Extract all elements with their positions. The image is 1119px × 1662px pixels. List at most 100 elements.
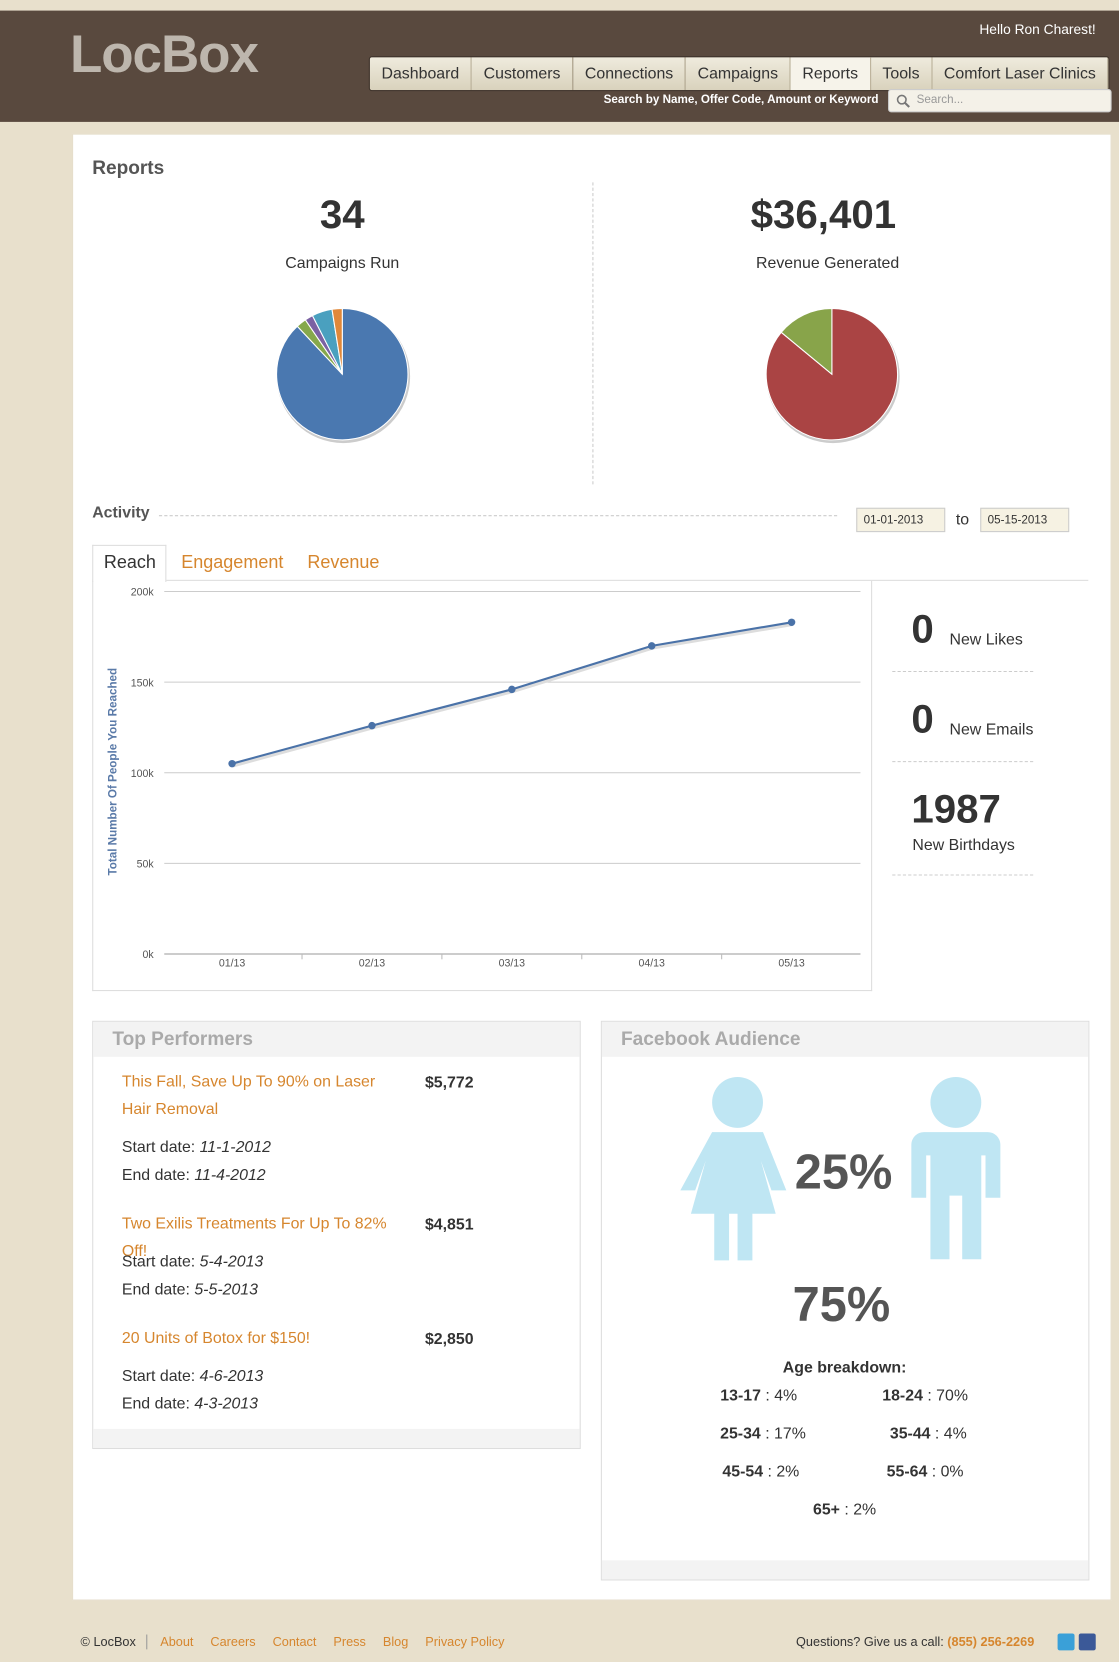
tab-active-bg — [92, 544, 167, 582]
performer-name[interactable]: 20 Units of Botox for $150! — [121, 1329, 311, 1348]
age-item: 18-24 : 70% — [882, 1386, 968, 1404]
footer: © LocBox About Careers Contact Press Blog Priv… — [80, 1634, 513, 1650]
search-icon — [896, 94, 910, 108]
performer-amount: $4,851 — [424, 1215, 474, 1234]
nav-tab[interactable]: Connections — [573, 57, 686, 91]
revenue-label: Revenue Generated — [756, 254, 900, 273]
footer-link[interactable]: Press — [333, 1634, 366, 1650]
stat-label: New Emails — [949, 720, 1034, 739]
start-label: Start date: — [121, 1367, 196, 1386]
age-range: 45-54 — [722, 1462, 764, 1481]
nav: Dashboard Customers Connections Campaigns Re… — [368, 56, 1110, 92]
footer-link[interactable]: Blog — [382, 1634, 409, 1650]
start-label: Start date: — [121, 1138, 196, 1157]
footer-link[interactable]: Privacy Policy — [425, 1634, 505, 1650]
stat-value: 0 — [911, 607, 934, 652]
age-item: 55-64 : 0% — [887, 1463, 964, 1481]
activity-rule — [158, 515, 838, 517]
nav-tab[interactable]: Reports — [790, 57, 871, 91]
tab[interactable]: Engagement — [181, 552, 284, 573]
age-value: : 4% — [930, 1424, 967, 1443]
age-item: 45-54 : 2% — [722, 1463, 799, 1481]
search-input[interactable]: Search... — [888, 89, 1112, 113]
age-item: 25-34 : 17% — [720, 1425, 806, 1443]
chart-frame — [92, 580, 873, 992]
footer-links: About Careers Contact Press Blog Privacy Poli… — [152, 1635, 513, 1650]
age-item: 13-17 : 4% — [720, 1386, 797, 1404]
performer-name[interactable]: This Fall, Save Up To 90% on Laser Hair … — [121, 1072, 376, 1119]
age-value: : 17% — [760, 1424, 806, 1443]
stat-rule — [892, 874, 1034, 876]
nav-tab[interactable]: Dashboard — [369, 57, 472, 91]
end-label: End date: — [121, 1280, 190, 1299]
stat-label: New Likes — [949, 630, 1023, 649]
age-title: Age breakdown: — [782, 1358, 907, 1377]
footer-contact: Questions? Give us a call: (855) 256-226… — [796, 1635, 1034, 1650]
end-date: End date: 5-5-2013 — [122, 1280, 258, 1298]
campaigns-value: 34 — [319, 192, 365, 238]
date-to[interactable]: 05-15-2013 — [980, 507, 1070, 533]
end-date: End date: 4-3-2013 — [122, 1395, 258, 1413]
question: Questions? Give us a call: — [796, 1634, 944, 1650]
nav-tab[interactable]: Customers — [471, 57, 574, 91]
start-label: Start date: — [121, 1252, 196, 1271]
nav-tab[interactable]: Comfort Laser Clinics — [932, 57, 1109, 91]
end-value: 4-3-2013 — [194, 1394, 258, 1413]
phone[interactable]: (855) 256-2269 — [947, 1634, 1035, 1650]
logo[interactable]: LocBox — [69, 24, 259, 84]
female-pct: 25% — [794, 1143, 893, 1199]
performer-amount: $2,850 — [424, 1330, 474, 1349]
start-value: 5-4-2013 — [199, 1252, 264, 1271]
start-date: Start date: 11-1-2012 — [122, 1138, 271, 1156]
copyright: © LocBox — [80, 1634, 136, 1650]
box-foot — [601, 1560, 1089, 1580]
activity-title: Activity — [92, 503, 150, 522]
performer-amount: $5,772 — [424, 1073, 474, 1092]
campaigns-label: Campaigns Run — [285, 254, 400, 273]
male-pct: 75% — [792, 1276, 891, 1332]
tab-rule — [92, 579, 1089, 581]
footer-link[interactable]: About — [160, 1634, 194, 1650]
box-title: Top Performers — [93, 1021, 580, 1057]
revenue-value: $36,401 — [750, 192, 897, 238]
footer-link[interactable]: Contact — [272, 1634, 317, 1650]
stat-rule — [892, 761, 1034, 763]
footer-link[interactable]: Careers — [210, 1634, 256, 1650]
age-range: 25-34 — [720, 1424, 761, 1443]
age-item: 65+ : 2% — [813, 1501, 876, 1519]
age-range: 35-44 — [889, 1424, 931, 1443]
box-foot — [93, 1428, 580, 1448]
start-value: 4-6-2013 — [199, 1367, 264, 1386]
search-label: Search by Name, Offer Code, Amount or Ke… — [603, 93, 879, 106]
stat-rule — [892, 670, 1034, 673]
start-date: Start date: 4-6-2013 — [122, 1367, 263, 1385]
date-to-label: to — [955, 510, 970, 529]
facebook-icon[interactable] — [1078, 1633, 1096, 1651]
age-value: : 2% — [763, 1462, 800, 1481]
age-value: : 0% — [927, 1462, 964, 1481]
search-placeholder: Search... — [916, 93, 964, 106]
end-value: 11-4-2012 — [194, 1165, 266, 1185]
nav-tab[interactable]: Tools — [870, 57, 933, 91]
stat-label: New Birthdays — [912, 836, 1015, 855]
end-date: End date: 11-4-2012 — [122, 1166, 266, 1184]
age-value: : 4% — [760, 1386, 798, 1405]
date-from[interactable]: 01-01-2013 — [856, 507, 946, 533]
greeting[interactable]: Hello Ron Charest! — [979, 21, 1096, 38]
performer-name[interactable]: Two Exilis Treatments For Up To 82% Off! — [121, 1214, 387, 1261]
start-date: Start date: 5-4-2013 — [122, 1253, 263, 1271]
age-item: 35-44 : 4% — [890, 1425, 967, 1443]
nav-tab[interactable]: Campaigns — [685, 57, 791, 91]
twitter-icon[interactable] — [1057, 1633, 1075, 1651]
age-value: : 2% — [839, 1500, 877, 1519]
divider — [592, 182, 594, 485]
end-value: 5-5-2013 — [194, 1280, 258, 1299]
tab[interactable]: Revenue — [307, 552, 380, 573]
age-value: : 70% — [922, 1386, 968, 1405]
stat-value: 1987 — [911, 787, 1001, 833]
age-range: 18-24 — [882, 1386, 923, 1405]
tab[interactable]: Reach — [103, 552, 156, 573]
start-value: 11-1-2012 — [199, 1138, 271, 1157]
